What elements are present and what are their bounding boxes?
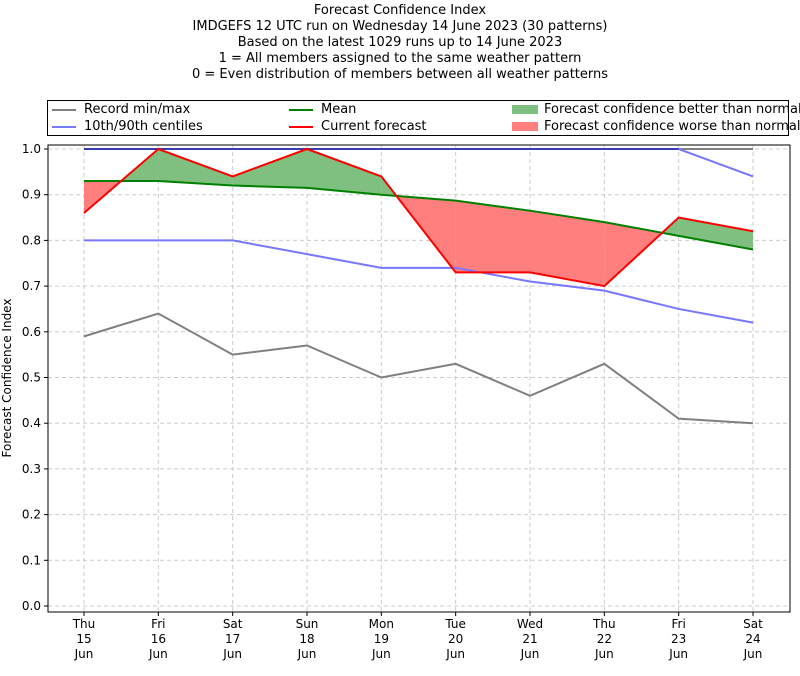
fill-better-than-normal (678, 217, 753, 250)
x-tick-label: Jun (297, 647, 317, 661)
y-tick-label: 0.4 (22, 416, 41, 430)
x-tick-label: Sun (296, 617, 319, 631)
legend-item-mean: Mean (289, 102, 356, 117)
x-tick-label: Tue (444, 617, 466, 631)
x-tick-label: Fri (672, 617, 686, 631)
legend-label: Record min/max (84, 102, 191, 117)
legend: Record min/max 10th/90th centiles Mean C… (47, 100, 800, 136)
legend-label: Mean (321, 102, 357, 117)
y-tick-label: 0.8 (22, 233, 41, 247)
y-tick-label: 0.2 (22, 508, 41, 522)
legend-label: Forecast confidence better than normal (544, 102, 800, 117)
x-tick-label: Jun (520, 647, 540, 661)
legend-item-current: Current forecast (289, 119, 427, 134)
y-tick-label: 0.0 (22, 599, 41, 613)
x-tick-label: Jun (222, 647, 242, 661)
chart-title: Forecast Confidence Index IMDGEFS 12 UTC… (0, 3, 800, 83)
legend-item-worse: Forecast confidence worse than normal (512, 119, 800, 134)
legend-label: 10th/90th centiles (84, 119, 203, 134)
subtitle-line: Based on the latest 1029 runs up to 14 J… (237, 35, 563, 50)
legend-label: Current forecast (321, 119, 427, 134)
legend-item-better: Forecast confidence better than normal (512, 102, 800, 117)
title-line: Forecast Confidence Index (313, 3, 487, 18)
subtitle-line: IMDGEFS 12 UTC run on Wednesday 14 June … (192, 19, 608, 34)
y-tick-label: 0.3 (22, 462, 41, 476)
x-tick-label: Fri (151, 617, 165, 631)
x-tick-label: Wed (517, 617, 543, 631)
fill-better-than-normal (158, 149, 233, 186)
x-tick-label: Jun (371, 647, 391, 661)
x-tick-label: Jun (148, 647, 168, 661)
x-tick-label: 21 (522, 632, 537, 646)
x-tick-label: 16 (151, 632, 166, 646)
legend-item-centiles: 10th/90th centiles (52, 119, 203, 134)
fill-worse-than-normal (604, 222, 663, 287)
x-tick-label: Jun (74, 647, 94, 661)
fill-better-than-normal (232, 149, 307, 188)
y-tick-label: 0.7 (22, 279, 41, 293)
y-tick-label: 0.5 (22, 371, 41, 385)
x-tick-label: Thu (72, 617, 96, 631)
subtitle-line: 1 = All members assigned to the same wea… (218, 51, 582, 66)
legend-label: Forecast confidence worse than normal (544, 119, 800, 134)
subtitle-line: 0 = Even distribution of members between… (191, 67, 609, 82)
x-tick-label: Jun (594, 647, 614, 661)
x-tick-label: Jun (668, 647, 688, 661)
x-tick-label: 17 (225, 632, 240, 646)
x-tick-label: 23 (671, 632, 686, 646)
x-tick-label: 18 (299, 632, 314, 646)
series-line-min (83, 312, 754, 425)
x-tick-label: 24 (745, 632, 760, 646)
fill-worse-than-normal (455, 200, 530, 273)
x-tick-label: 19 (374, 632, 389, 646)
series-line-p10 (84, 239, 754, 324)
fill-better-than-normal (307, 149, 382, 195)
y-tick-label: 0.9 (22, 188, 41, 202)
fill-worse-than-normal (530, 210, 605, 287)
x-tick-label: Thu (592, 617, 616, 631)
axes-frame (47, 144, 791, 613)
y-tick-label: 1.0 (22, 142, 41, 156)
legend-item-record: Record min/max (52, 102, 190, 117)
x-tick-label: Mon (369, 617, 394, 631)
x-tick-label: Sat (223, 617, 243, 631)
x-tick-label: 22 (597, 632, 612, 646)
y-axis-label: Forecast Confidence Index (0, 299, 14, 458)
x-tick-label: 15 (76, 632, 91, 646)
x-tick-label: 20 (448, 632, 463, 646)
y-tick-label: 0.1 (22, 553, 41, 567)
x-tick-label: Sat (743, 617, 763, 631)
x-tick-label: Jun (743, 647, 763, 661)
x-tick-label: Jun (445, 647, 465, 661)
series-line-mean (84, 179, 754, 251)
y-tick-label: 0.6 (22, 325, 41, 339)
series-line-current (83, 147, 754, 288)
